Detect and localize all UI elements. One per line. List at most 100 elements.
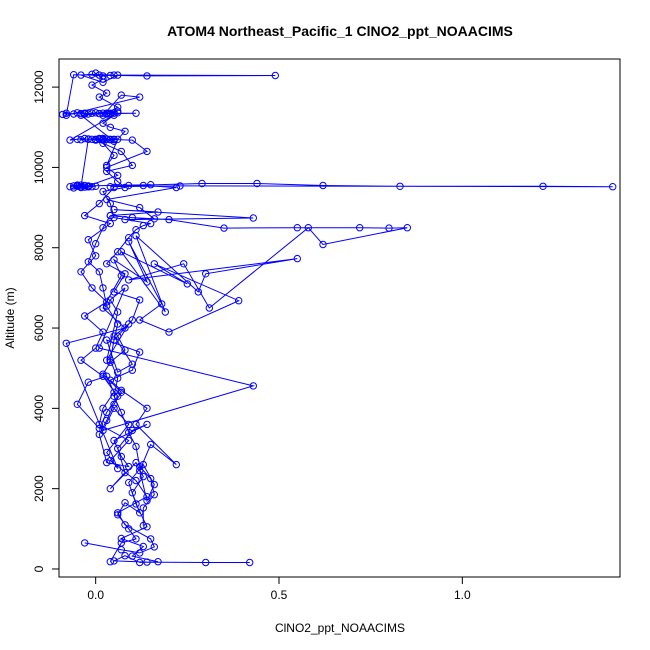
data-point [95,109,104,118]
data-point [609,183,617,191]
data-point [539,182,547,191]
data-point [293,224,301,232]
data-point [103,260,111,268]
data-point [319,181,327,190]
data-point [121,468,129,477]
x-tick-label: 1.0 [454,588,471,602]
data-point [143,558,151,566]
data-point [125,181,133,190]
data-point [114,248,122,256]
data-point [77,136,85,144]
series-line [87,215,155,526]
data-point [95,268,104,276]
data-point [143,278,151,286]
data-point [143,404,151,412]
data-point [106,199,115,208]
data-point [99,404,107,412]
data-point [114,320,122,328]
data-point [106,456,115,465]
data-point [110,183,118,192]
data-point [143,72,151,80]
data-point [81,211,89,220]
data-point [205,304,214,312]
data-point [235,297,243,305]
data-point [77,71,85,79]
data-point [183,280,192,288]
data-point [132,535,140,543]
data-point [84,135,93,143]
data-point [121,183,129,192]
data-point [117,452,126,461]
data-point [81,109,89,117]
data-point [139,521,148,530]
data-point [158,300,166,308]
data-point [110,111,118,119]
data-point [121,346,129,354]
data-point [139,221,148,230]
data-point [356,224,364,232]
data-point [403,224,411,232]
data-point [154,558,162,566]
data-point [150,260,159,268]
data-point [114,511,122,519]
data-point [198,179,206,188]
y-tick-label: 12000 [32,70,46,104]
data-point [99,372,107,380]
data-point [147,440,155,449]
data-point [139,472,148,481]
data-point [84,110,93,118]
data-point [103,135,111,143]
plot-area [59,69,617,567]
data-point [110,135,118,144]
data-point [103,448,111,457]
data-series [59,109,122,144]
y-tick-label: 8000 [32,234,46,261]
data-point [136,348,144,356]
data-point [73,400,82,408]
data-point [128,489,137,497]
data-point [92,240,100,248]
data-point [132,442,140,451]
data-point [66,183,74,191]
data-point [106,485,115,493]
data-point [136,462,144,471]
data-point [106,109,115,118]
data-point [103,336,111,344]
data-point [84,378,93,386]
data-point [117,546,126,554]
data-point [139,460,148,469]
data-point [99,111,107,119]
data-point [114,177,122,186]
data-point [99,109,107,117]
data-point [114,374,122,382]
data-point [66,136,74,144]
data-point [114,135,122,144]
data-point [88,70,96,79]
data-point [121,552,129,560]
data-point [117,386,126,394]
data-point [132,109,140,117]
y-tick-label: 0 [32,565,46,572]
data-point [106,219,115,228]
data-point [95,420,104,429]
data-point [385,224,393,232]
data-point [106,558,115,566]
data-point [73,135,82,144]
data-point [136,296,144,304]
data-point [253,179,261,188]
data-point [132,476,140,485]
data-point [139,181,148,190]
data-point [88,183,96,191]
data-point [73,109,82,117]
series-line [65,73,613,564]
data-point [84,183,93,191]
x-axis: 0.0 0.5 1.0 [87,576,471,602]
data-point [62,111,71,119]
data-point [117,147,126,156]
data-point [114,103,122,111]
data-point [117,534,126,543]
data-point [103,302,111,310]
data-point [136,93,144,101]
data-point [150,215,159,223]
data-point [165,215,173,224]
